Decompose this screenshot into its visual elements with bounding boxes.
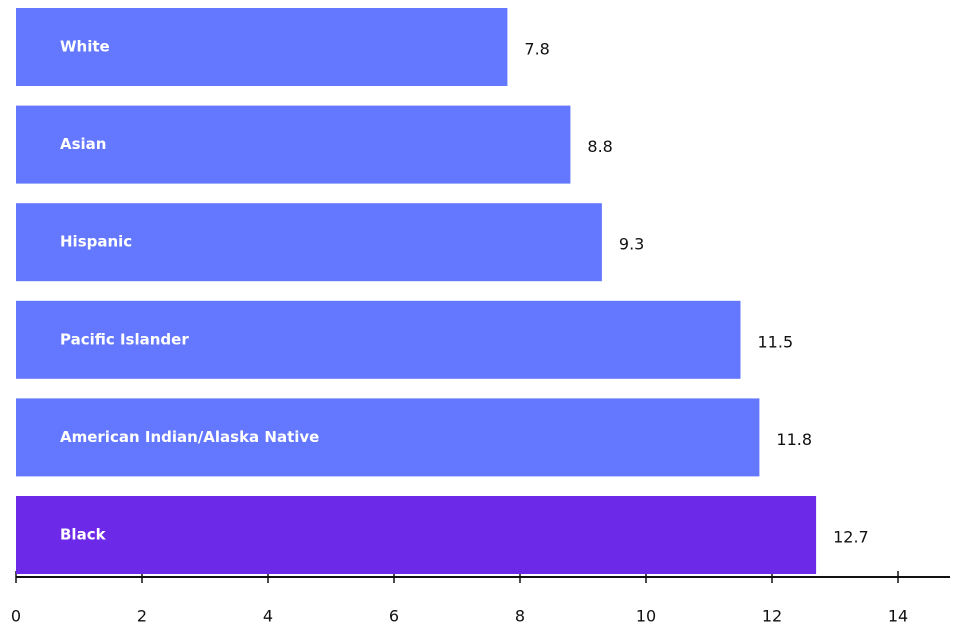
x-tick-label: 8: [515, 607, 525, 626]
value-label: 11.8: [776, 430, 812, 449]
x-tick-label: 14: [888, 607, 908, 626]
bar: [16, 203, 602, 282]
x-tick-label: 2: [137, 607, 147, 626]
bar-label: Hispanic: [60, 233, 132, 251]
value-label: 9.3: [619, 235, 644, 254]
value-label: 8.8: [587, 137, 612, 156]
bar: [16, 8, 508, 86]
bar: [16, 398, 760, 477]
bar-label: Black: [60, 526, 107, 544]
value-label: 11.5: [758, 332, 794, 351]
x-tick-label: 4: [263, 607, 273, 626]
bar-label: American Indian/Alaska Native: [60, 428, 319, 446]
bar-label: Asian: [60, 135, 106, 153]
bar: [16, 105, 571, 184]
x-tick-label: 12: [762, 607, 782, 626]
x-tick-label: 6: [389, 607, 399, 626]
bar-label: White: [60, 38, 110, 56]
x-tick-label: 10: [636, 607, 656, 626]
bar: [16, 300, 741, 379]
value-label: 12.7: [833, 528, 869, 547]
x-tick-label: 0: [11, 607, 21, 626]
bar: [16, 496, 817, 574]
bar-label: Pacific Islander: [60, 330, 189, 348]
value-label: 7.8: [524, 40, 549, 59]
